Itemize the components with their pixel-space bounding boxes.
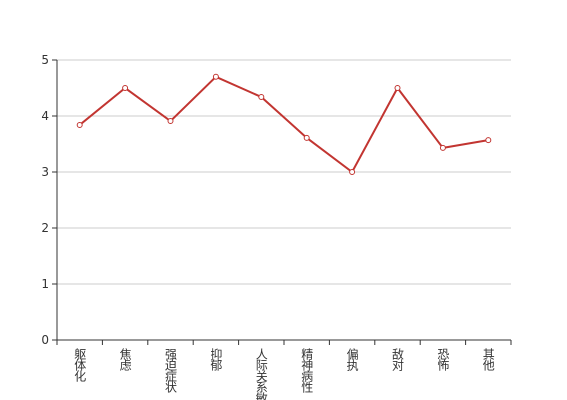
point bbox=[439, 144, 446, 151]
x-tick-label: 恐怖 bbox=[436, 348, 450, 371]
y-tick-label: 3 bbox=[41, 165, 49, 179]
x-tick-label: 敌对 bbox=[391, 347, 405, 371]
x-tick-label: 躯体化 bbox=[73, 347, 87, 383]
x-tick-label: 偏执 bbox=[345, 347, 359, 372]
x-tick-label: 人际关系敏感 bbox=[254, 348, 268, 400]
x-tick-label: 焦虑 bbox=[118, 348, 132, 371]
point bbox=[258, 93, 265, 100]
point bbox=[394, 85, 401, 91]
point bbox=[76, 121, 83, 128]
y-tick-label: 4 bbox=[41, 109, 49, 123]
y-tick-label: 1 bbox=[41, 277, 49, 291]
x-tick-label: 精神病性 bbox=[300, 348, 314, 394]
point bbox=[122, 85, 129, 91]
y-tick-label: 2 bbox=[41, 221, 49, 235]
y-tick-label: 5 bbox=[41, 53, 49, 67]
x-tick-label: 其他 bbox=[481, 348, 495, 371]
x-tick-label: 强迫症状 bbox=[164, 348, 178, 393]
point bbox=[167, 118, 174, 125]
y-tick-label: 0 bbox=[41, 333, 49, 347]
point bbox=[485, 137, 492, 144]
point bbox=[349, 169, 356, 175]
x-tick-label: 抑郁 bbox=[209, 347, 223, 372]
point bbox=[212, 73, 219, 80]
point bbox=[303, 134, 310, 141]
series-line bbox=[79, 75, 489, 174]
